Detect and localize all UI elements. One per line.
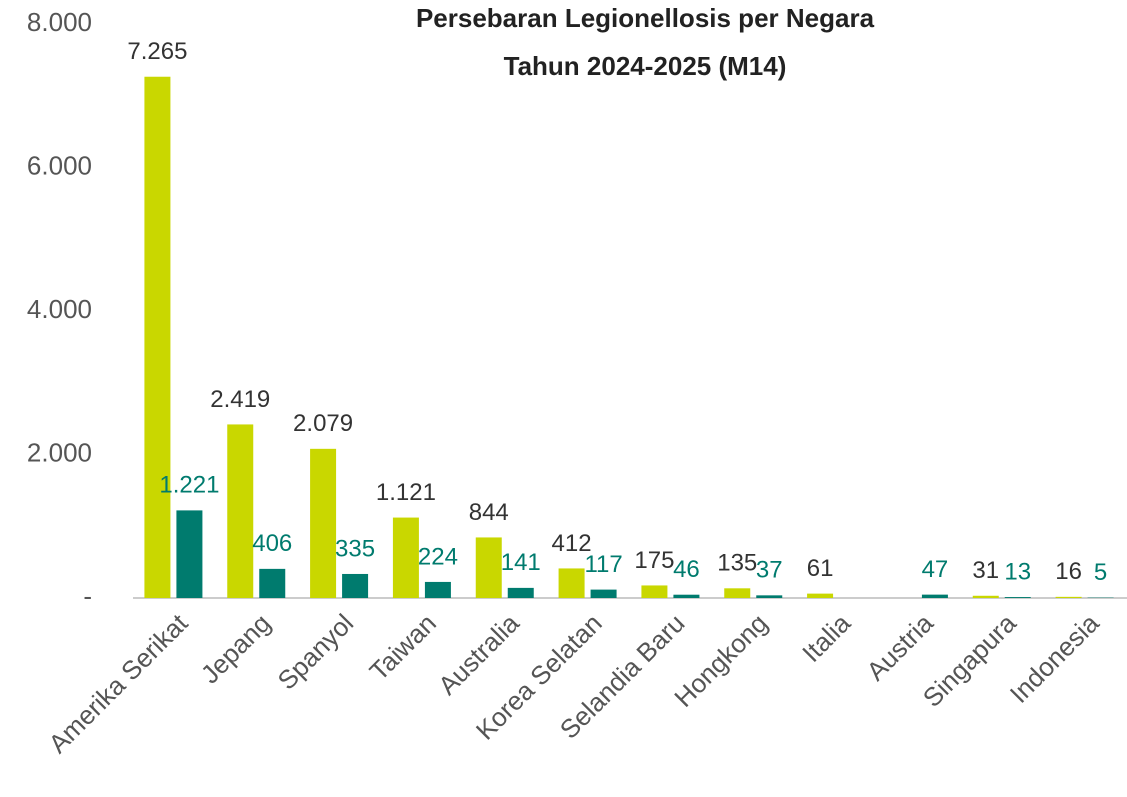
x-tick-label: Spanyol xyxy=(272,608,360,696)
bar xyxy=(673,594,700,598)
data-label: 2.419 xyxy=(210,386,270,413)
y-tick-label: 2.000 xyxy=(27,437,92,467)
bar xyxy=(1055,596,1082,598)
data-label: 37 xyxy=(756,557,783,584)
bar xyxy=(310,448,337,598)
bar xyxy=(641,585,668,598)
bar xyxy=(590,589,617,598)
y-tick-label: 8.000 xyxy=(27,7,92,37)
data-label: 61 xyxy=(807,555,834,582)
x-tick-label: Indonesia xyxy=(1004,608,1105,709)
data-label: 1.121 xyxy=(376,479,436,506)
data-label: 844 xyxy=(469,499,509,526)
data-label: 5 xyxy=(1094,559,1107,586)
x-tick-label: Italia xyxy=(796,608,856,668)
data-label: 46 xyxy=(673,556,700,583)
data-label: 335 xyxy=(335,535,375,562)
data-label: 1.221 xyxy=(159,472,219,499)
chart-title: Tahun 2024-2025 (M14) xyxy=(504,51,787,81)
data-label: 117 xyxy=(584,551,622,578)
bar xyxy=(227,424,254,598)
x-tick-label: Austria xyxy=(861,608,940,687)
bar xyxy=(1004,597,1031,598)
bar xyxy=(558,568,585,598)
y-tick-label: 4.000 xyxy=(27,294,92,324)
bar xyxy=(424,581,451,598)
data-label: 13 xyxy=(1004,558,1031,585)
bar xyxy=(756,595,783,598)
y-tick-label: 6.000 xyxy=(27,150,92,180)
x-tick-label: Taiwan xyxy=(364,608,442,686)
chart-title: Persebaran Legionellosis per Negara xyxy=(416,3,875,33)
bar xyxy=(392,517,419,598)
bar xyxy=(972,595,999,598)
bar xyxy=(144,76,171,598)
data-label: 141 xyxy=(501,549,541,576)
bar xyxy=(475,537,502,598)
bar xyxy=(724,588,751,598)
x-tick-label: Jepang xyxy=(195,608,277,690)
bar xyxy=(507,587,534,598)
bar xyxy=(342,573,369,598)
data-label: 7.265 xyxy=(127,38,187,65)
bar xyxy=(807,593,834,598)
bar xyxy=(921,594,948,598)
data-label: 135 xyxy=(717,550,757,577)
bar xyxy=(176,510,203,598)
data-label: 16 xyxy=(1055,558,1082,585)
data-label: 175 xyxy=(634,547,674,574)
data-label: 47 xyxy=(922,556,949,583)
data-label: 31 xyxy=(972,557,999,584)
y-tick-label: - xyxy=(83,581,92,611)
data-label: 224 xyxy=(418,543,458,570)
data-label: 406 xyxy=(252,530,292,557)
bar xyxy=(259,568,286,598)
data-label: 412 xyxy=(552,530,592,557)
x-tick-label: Amerika Serikat xyxy=(43,607,195,759)
data-label: 2.079 xyxy=(293,410,353,437)
